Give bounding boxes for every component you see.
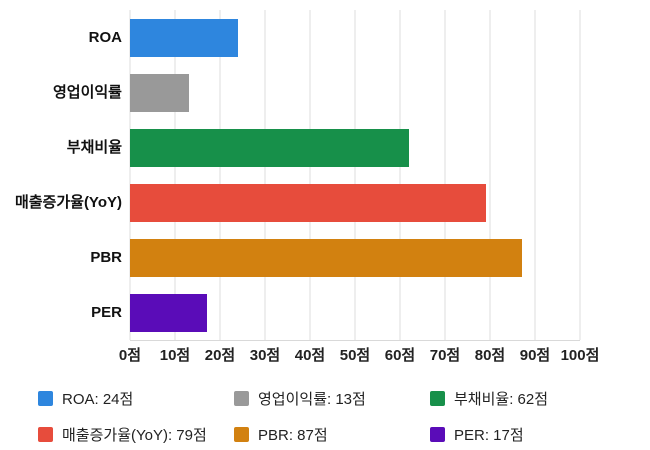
gridline (219, 10, 221, 340)
x-tick-label: 90점 (519, 347, 551, 364)
category-label: 부채비율 (66, 139, 122, 156)
x-tick-label: 40점 (294, 347, 326, 364)
gridline (264, 10, 266, 340)
bar-4 (130, 183, 486, 222)
legend-item: ROA: 24점 (38, 388, 234, 409)
legend-item: 매출증가율(YoY): 79점 (38, 424, 234, 445)
legend-swatch (430, 391, 445, 406)
gridline (579, 10, 581, 340)
category-label: ROA (88, 29, 122, 46)
bar-2 (130, 73, 189, 112)
x-tick-label: 0점 (118, 347, 142, 364)
x-tick-label: 10점 (159, 347, 191, 364)
bar-1 (130, 18, 238, 57)
gridline (174, 10, 176, 340)
legend-label: ROA: 24점 (62, 391, 134, 408)
legend-swatch (38, 427, 53, 442)
x-tick-label: 20점 (204, 347, 236, 364)
x-axis: 0점 10점 20점 30점 40점 50점 60점 70점 80점 90점 100점 (119, 344, 599, 366)
legend-swatch (234, 427, 249, 442)
legend-swatch (38, 391, 53, 406)
legend-swatch (234, 391, 249, 406)
category-label: 매출증가율(YoY) (14, 194, 122, 211)
gridline (309, 10, 311, 340)
category-label: PER (91, 304, 122, 321)
plot-area (129, 10, 581, 341)
gridline (444, 10, 446, 340)
x-tick-label: 50점 (339, 347, 371, 364)
gridline (489, 10, 491, 340)
legend-swatch (430, 427, 445, 442)
x-tick-label: 30점 (249, 347, 281, 364)
x-tick-label: 60점 (384, 347, 416, 364)
legend-label: PER: 17점 (454, 427, 524, 444)
legend-item: PER: 17점 (430, 424, 610, 445)
gridline (129, 10, 131, 340)
gridline (354, 10, 356, 340)
bar-5 (130, 238, 522, 277)
legend-label: 매출증가율(YoY): 79점 (62, 427, 207, 444)
x-tick-label: 80점 (474, 347, 506, 364)
bar-6 (130, 293, 207, 332)
legend-label: 부채비율: 62점 (454, 391, 549, 408)
category-label: 영업이익률 (52, 84, 122, 101)
x-tick-label: 70점 (429, 347, 461, 364)
bar-3 (130, 128, 409, 167)
legend-label: PBR: 87점 (258, 427, 328, 444)
legend-item: 부채비율: 62점 (430, 388, 610, 409)
x-tick-label: 100점 (560, 347, 600, 364)
gridline (399, 10, 401, 340)
legend-item: 영업이익률: 13점 (234, 388, 430, 409)
legend-item: PBR: 87점 (234, 424, 430, 445)
category-label: PBR (90, 249, 122, 266)
legend-label: 영업이익률: 13점 (258, 391, 366, 408)
gridline (534, 10, 536, 340)
